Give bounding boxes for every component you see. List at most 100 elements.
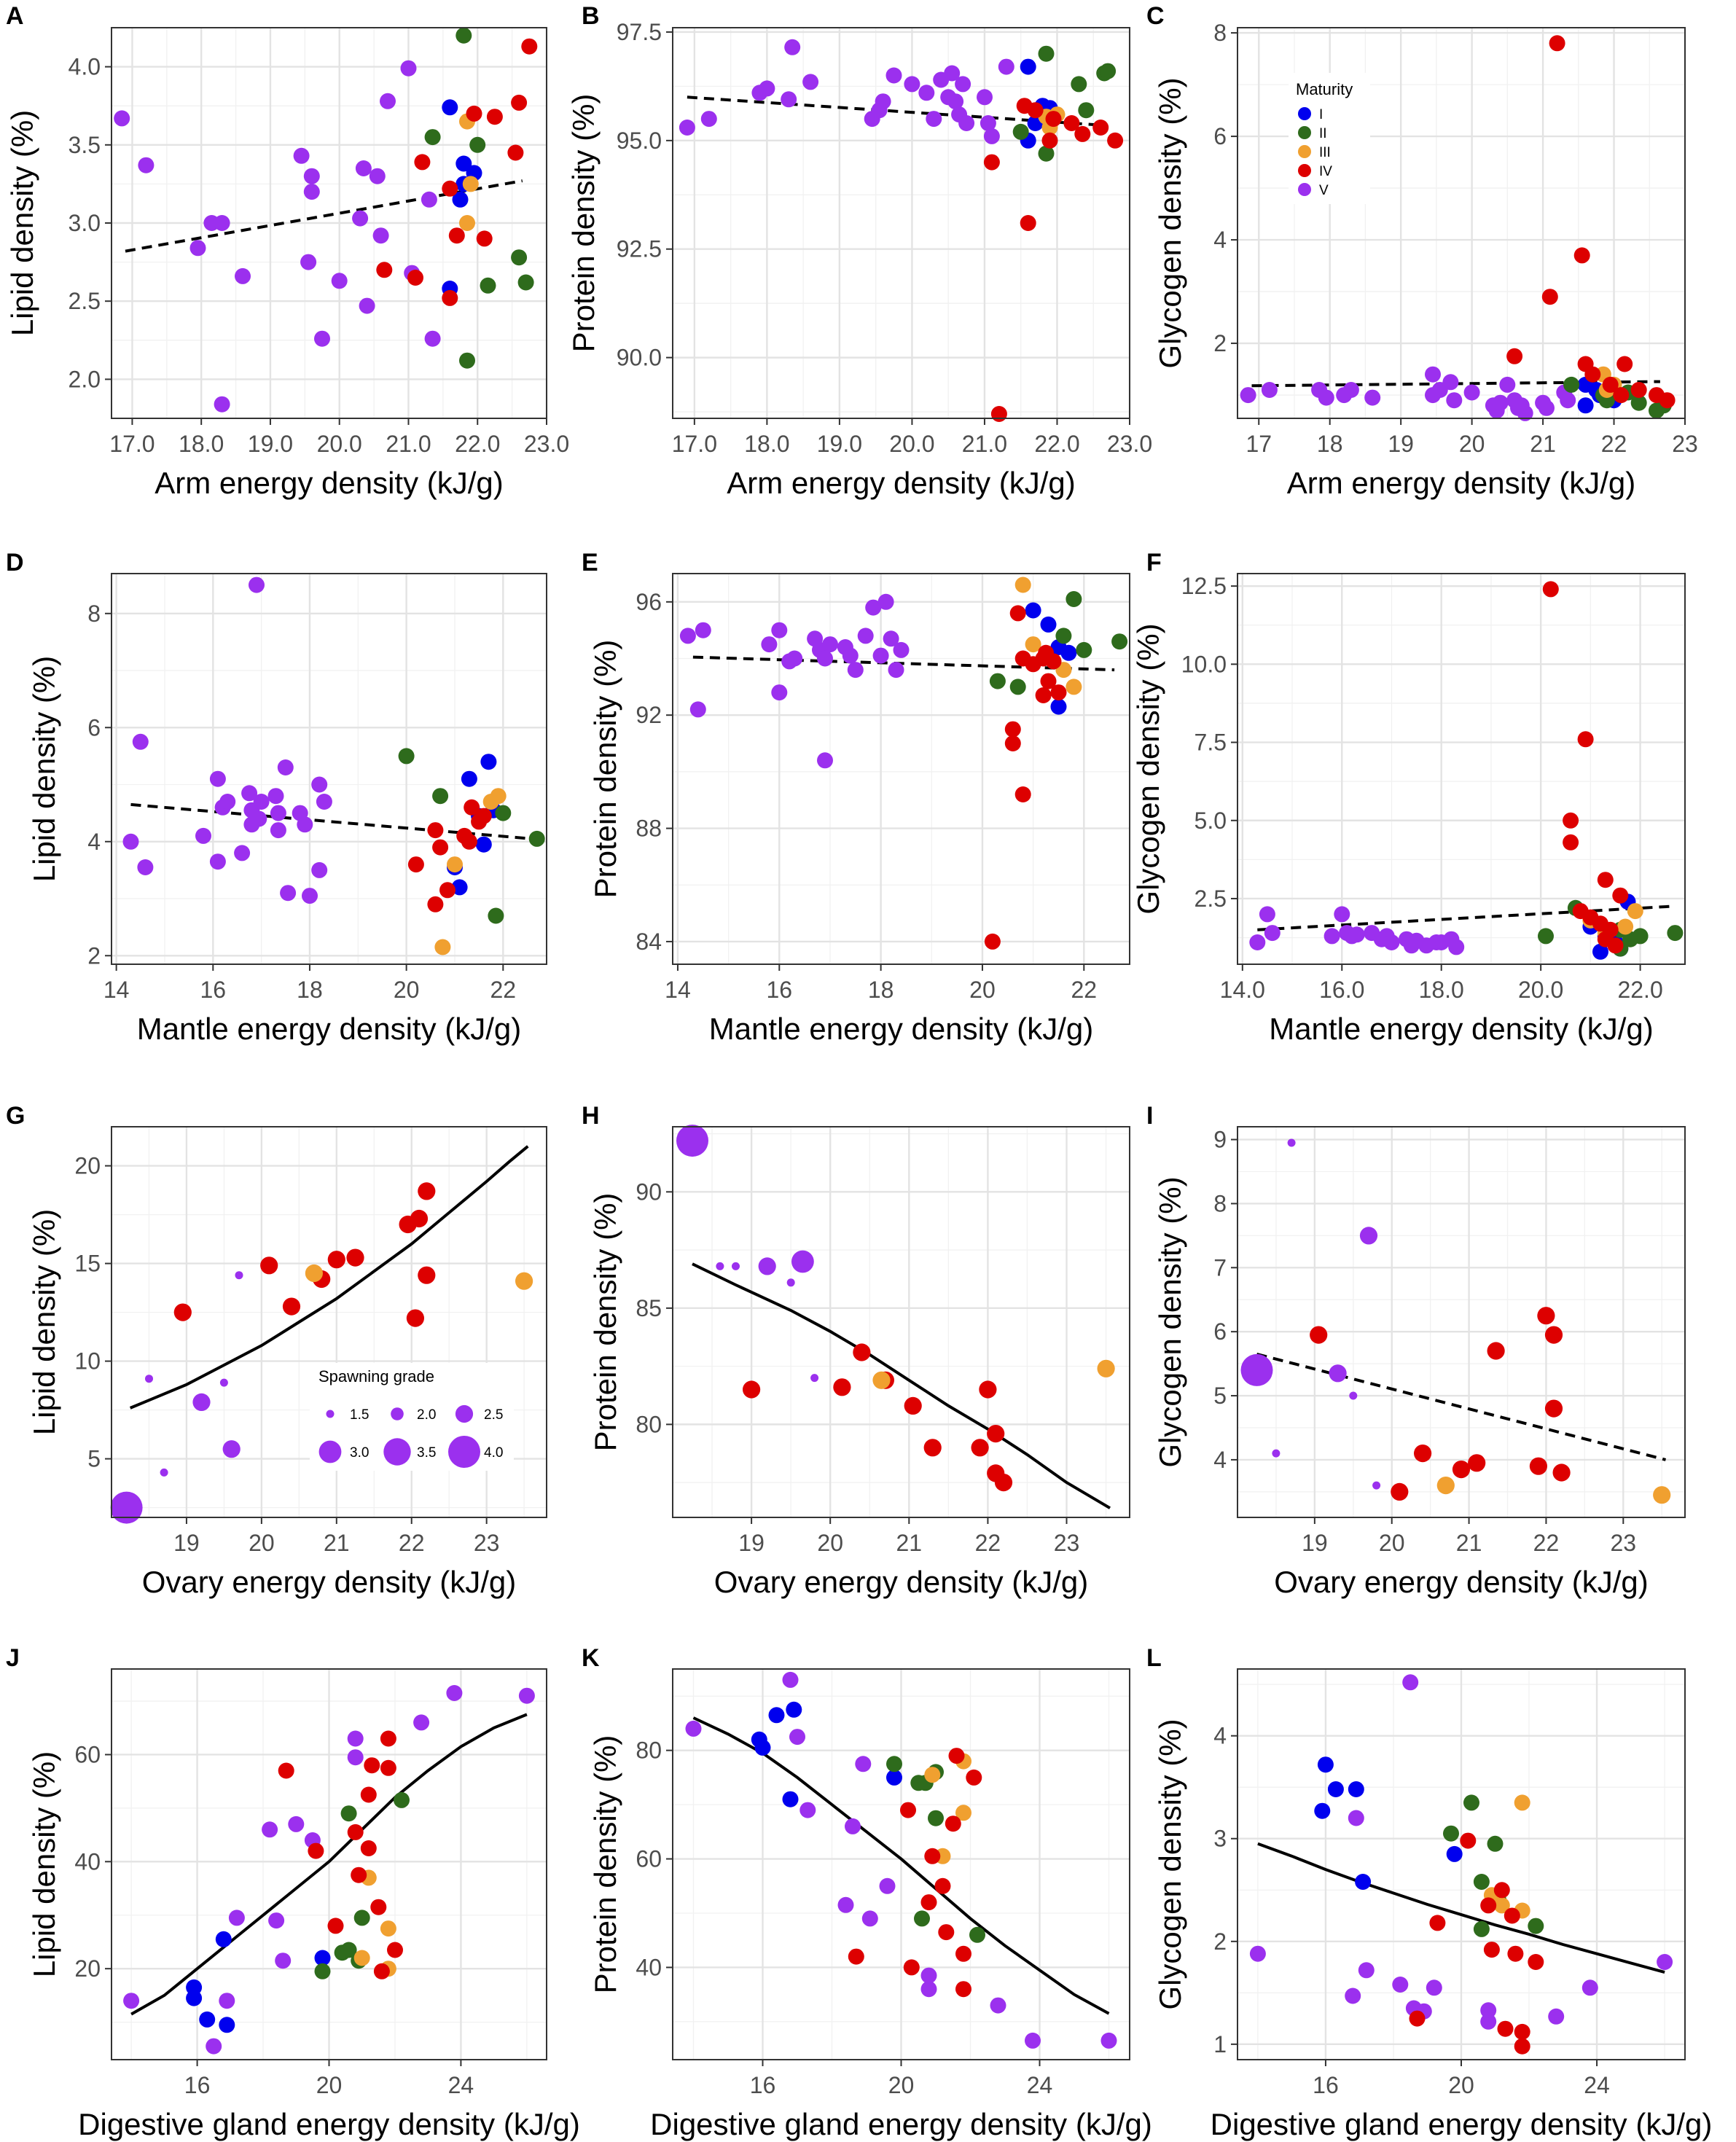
data-point-II — [1071, 76, 1087, 93]
data-point-V — [1334, 906, 1350, 923]
data-point-II — [1528, 1918, 1544, 1934]
data-point-V — [920, 1967, 937, 1984]
data-point-II — [1463, 1794, 1479, 1811]
plot-border — [672, 1126, 1130, 1518]
y-tick-label: 3.0 — [69, 210, 101, 236]
x-tick-label: 20 — [1379, 1530, 1405, 1556]
data-point-I — [475, 836, 492, 853]
y-tick-label: 84 — [636, 929, 662, 955]
x-tick-label: 16 — [184, 2072, 211, 2098]
data-point-V — [885, 67, 902, 84]
data-point-IV — [414, 154, 431, 171]
data-point-V — [235, 1271, 243, 1280]
data-point-I — [786, 1701, 802, 1718]
data-point-IV — [442, 289, 458, 306]
data-point-V — [1342, 382, 1359, 398]
data-point-V — [1240, 387, 1256, 404]
data-point-V — [1657, 1954, 1673, 1970]
data-point-V — [918, 85, 935, 101]
data-point-V — [845, 1818, 861, 1834]
data-point-II — [455, 27, 472, 44]
data-point-V — [1426, 1979, 1442, 1996]
legend-label: 3.5 — [417, 1445, 436, 1461]
data-point-V — [1272, 1449, 1281, 1458]
data-point-II — [1038, 45, 1055, 62]
data-point-V — [137, 859, 154, 875]
data-point-IV — [1004, 735, 1021, 751]
y-axis-title: Lipid density (%) — [27, 656, 61, 882]
data-point-V — [888, 662, 904, 679]
legend-label: II — [1319, 126, 1327, 141]
plot-border — [1237, 1126, 1686, 1518]
data-point-IV — [1573, 247, 1590, 264]
data-point-V — [1364, 389, 1381, 406]
plot-border — [672, 573, 1130, 965]
data-point-IV — [407, 270, 423, 286]
x-tick-label: 14 — [665, 977, 691, 1003]
x-tick-label: 18 — [868, 977, 894, 1003]
data-point-I — [451, 879, 468, 896]
data-point-II — [511, 249, 528, 266]
data-point-V — [1249, 934, 1266, 950]
fit-line — [1257, 1842, 1665, 1974]
panel-letter: K — [582, 1644, 600, 1672]
x-tick-label: 20 — [888, 2072, 915, 2098]
data-point-II — [1055, 628, 1072, 644]
data-point-IV — [360, 1786, 377, 1803]
data-point-V — [1548, 2008, 1565, 2025]
data-point-II — [517, 274, 534, 291]
data-point-V — [799, 1802, 816, 1818]
x-tick-label: 20 — [1459, 431, 1485, 457]
plot-border — [111, 1126, 547, 1518]
data-point-III — [1493, 1897, 1510, 1914]
data-point-IV — [1537, 1307, 1555, 1325]
data-point-V — [810, 1374, 819, 1383]
x-tick-label: 22 — [1533, 1530, 1560, 1556]
data-point-V — [679, 628, 696, 644]
data-point-V — [958, 115, 975, 131]
y-tick-label: 2.5 — [69, 288, 101, 314]
data-point-V — [1261, 382, 1278, 398]
data-point-V — [214, 396, 230, 413]
data-point-IV — [327, 1251, 345, 1269]
y-tick-label: 6 — [1213, 1318, 1227, 1345]
data-point-IV — [987, 1425, 1005, 1443]
data-point-III — [1627, 903, 1643, 920]
y-tick-label: 92 — [636, 702, 662, 728]
data-point-IV — [1577, 731, 1594, 748]
data-point-V — [990, 1997, 1006, 2014]
data-point-V — [689, 701, 706, 718]
data-point-V — [219, 1993, 235, 2009]
data-point-V — [123, 1993, 140, 2009]
data-point-IV — [1429, 1915, 1446, 1931]
data-point-IV — [1409, 2010, 1426, 2027]
x-axis-title: Ovary energy density (kJ/g) — [1274, 1565, 1649, 1599]
plot-area — [673, 28, 1130, 418]
x-tick-label: 20 — [249, 1530, 275, 1556]
x-tick-label: 16 — [200, 977, 227, 1003]
panel-L: 16 20 24 1 2 3 4 Digestive gland energy density… — [1146, 1644, 1712, 2141]
data-point-IV — [1506, 348, 1523, 364]
data-point-IV — [1468, 1454, 1486, 1472]
x-tick-label: 16.0 — [1319, 977, 1364, 1003]
panel-K: 16 20 24 40 60 80 Digestive gland energy densi… — [582, 1644, 1152, 2141]
data-point-V — [380, 93, 396, 109]
data-point-V — [786, 650, 803, 667]
data-point-IV — [406, 1309, 425, 1327]
data-point-V — [288, 1815, 305, 1832]
data-point-II — [1012, 123, 1029, 140]
data-point-III — [924, 1767, 941, 1783]
data-point-III — [1014, 576, 1031, 593]
data-point-IV — [1074, 125, 1091, 142]
y-axis-title: Protein density (%) — [566, 94, 601, 353]
data-point-IV — [1480, 1897, 1497, 1914]
data-point-V — [784, 39, 801, 55]
data-point-IV — [432, 839, 449, 856]
data-point-II — [488, 907, 504, 924]
data-point-V — [160, 1468, 168, 1477]
data-point-V — [421, 191, 437, 208]
data-point-IV — [1020, 215, 1036, 231]
x-tick-label: 14 — [103, 977, 130, 1003]
data-point-I — [480, 754, 497, 770]
data-point-II — [1487, 1835, 1504, 1852]
